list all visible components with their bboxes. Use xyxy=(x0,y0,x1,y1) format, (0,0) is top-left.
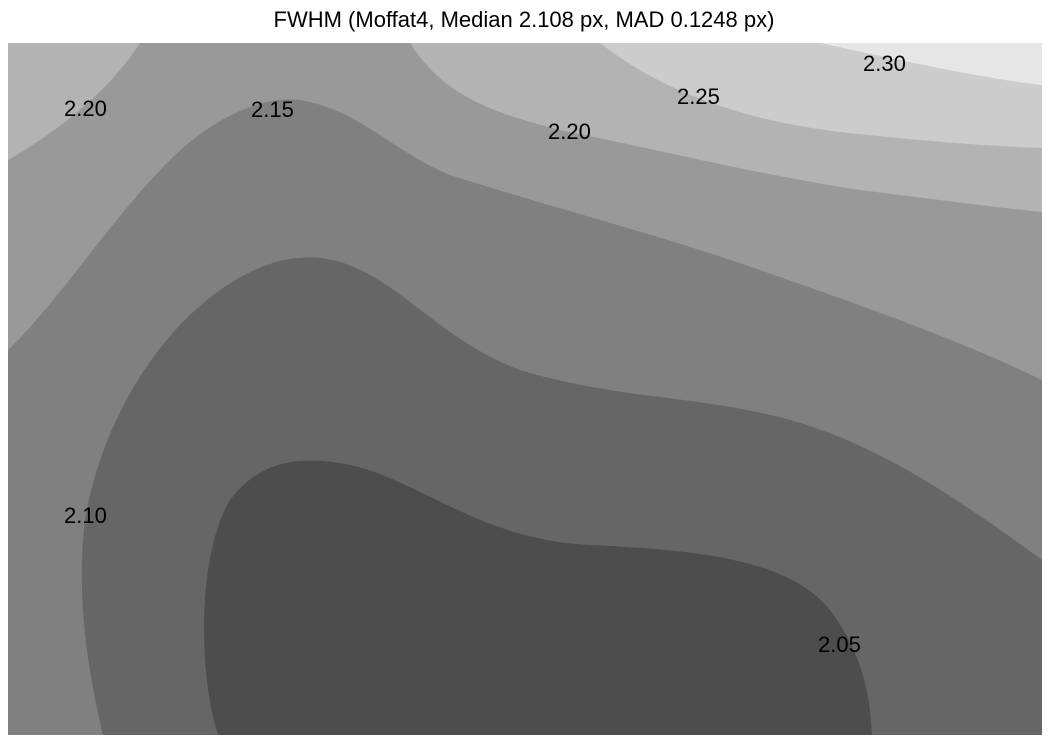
contour-label-2-20: 2.20 xyxy=(64,96,107,121)
contour-band-2.00 xyxy=(204,460,872,735)
contour-label-2-30: 2.30 xyxy=(863,51,906,76)
contour-label-2-10: 2.10 xyxy=(64,503,107,528)
chart-title: FWHM (Moffat4, Median 2.108 px, MAD 0.12… xyxy=(273,7,775,32)
contour-label-2-05: 2.05 xyxy=(818,632,861,657)
contour-label-2-15: 2.15 xyxy=(251,97,294,122)
contour-labels: 2.20 2.15 2.25 2.30 2.20 2.10 2.05 xyxy=(64,51,906,657)
contour-label-2-25: 2.25 xyxy=(677,84,720,109)
contour-fills xyxy=(8,43,1043,735)
contour-label-2-20: 2.20 xyxy=(548,119,591,144)
